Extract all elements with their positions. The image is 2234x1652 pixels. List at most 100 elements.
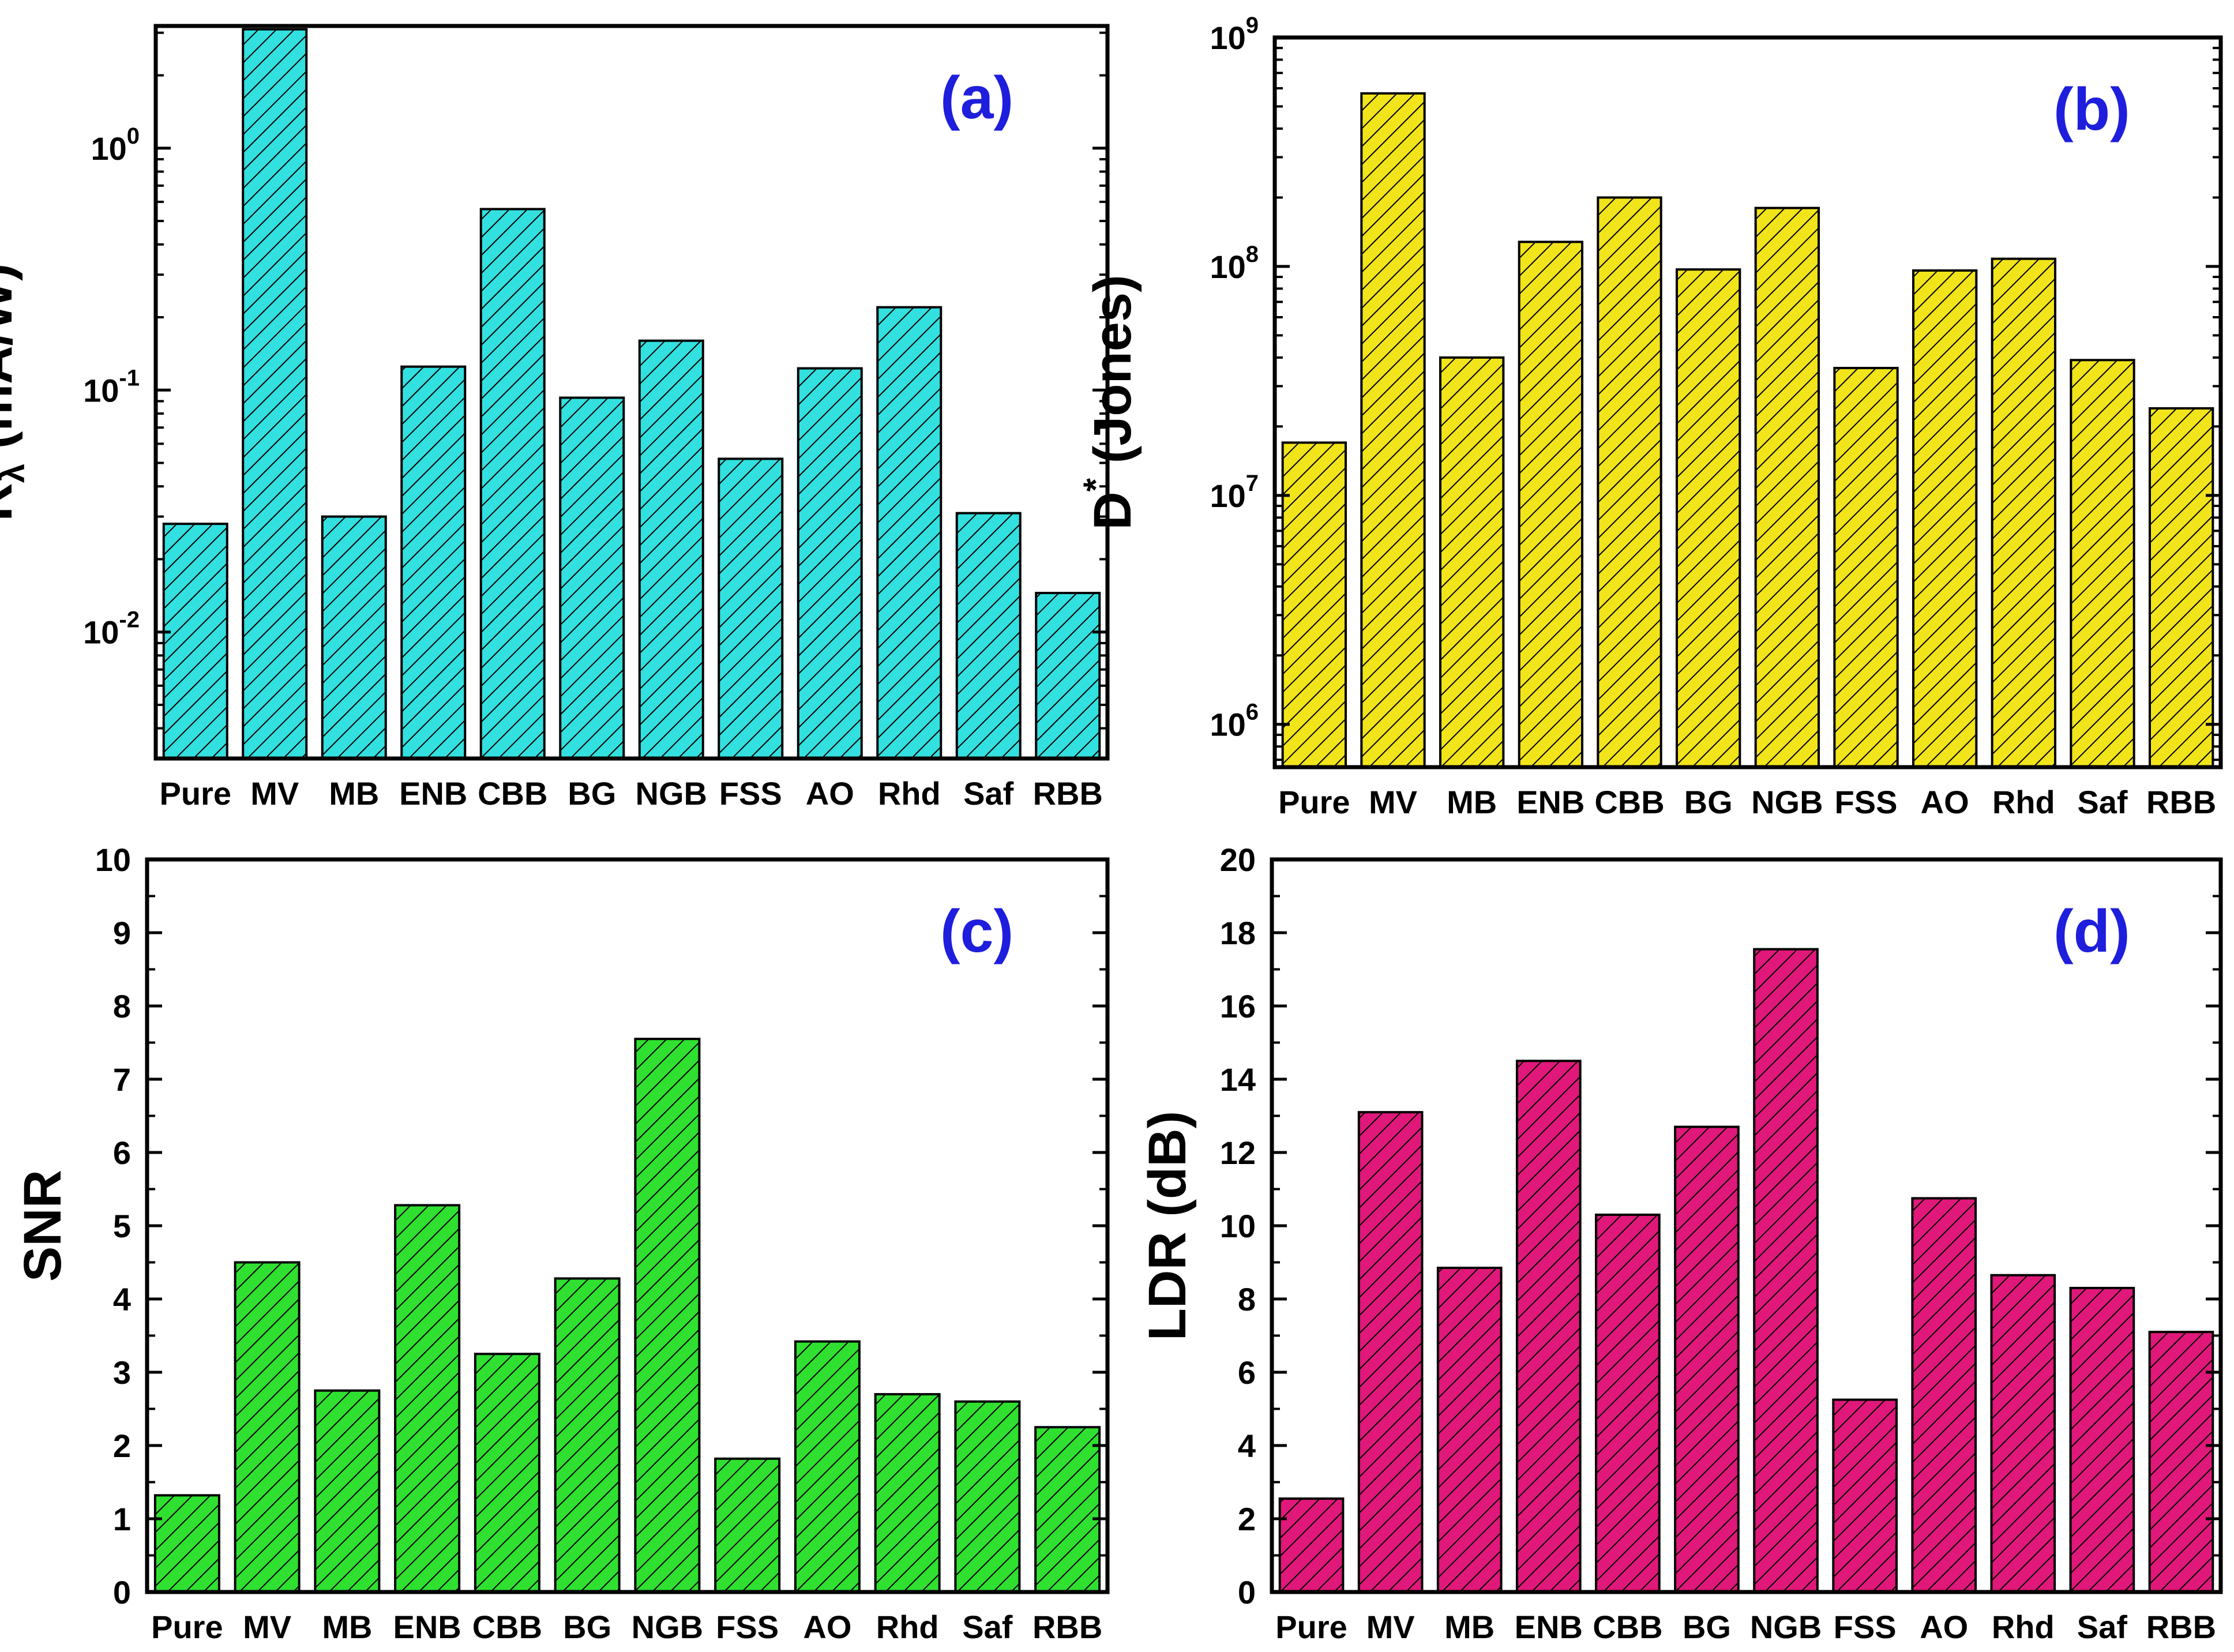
bar-d-Rhd: [1990, 1274, 2056, 1594]
y-tick-label: 12: [1220, 1135, 1256, 1171]
bar-d-Saf: [2069, 1286, 2135, 1593]
category-label: MB: [322, 1609, 372, 1645]
category-label: MV: [243, 1609, 291, 1645]
y-tick-label: 0: [1238, 1574, 1256, 1610]
category-label: ENB: [1516, 784, 1585, 820]
category-label: Pure: [1278, 784, 1350, 820]
category-label: AO: [1921, 784, 1969, 820]
y-axis-title: SNR: [13, 1170, 72, 1282]
bar-a-MV: [242, 28, 308, 760]
y-tick-label: 18: [1220, 915, 1256, 951]
bar-a-BG: [559, 396, 625, 760]
plot-frame: [1272, 35, 2223, 769]
bar-a-AO: [797, 367, 863, 760]
category-label: ENB: [399, 775, 467, 812]
y-tick-label: 6: [113, 1135, 131, 1171]
category-label: BG: [563, 1609, 611, 1645]
bar-b-MV: [1360, 92, 1426, 769]
bar-b-ENB: [1518, 241, 1584, 768]
category-label: RBB: [1033, 775, 1103, 812]
category-label: Rhd: [876, 1609, 939, 1645]
bar-c-BG: [554, 1277, 621, 1593]
bar-c-MV: [234, 1261, 301, 1593]
bar-b-Rhd: [1991, 257, 2057, 769]
y-tick-label: 10-2: [83, 607, 140, 651]
bar-a-MB: [321, 515, 387, 760]
category-label: MV: [1369, 784, 1417, 820]
category-label: Pure: [151, 1609, 223, 1645]
category-label: Pure: [160, 775, 232, 812]
category-label: NGB: [636, 775, 707, 812]
bar-a-RBB: [1035, 592, 1101, 760]
category-label: NGB: [1750, 1609, 1822, 1645]
category-label: RBB: [2146, 784, 2216, 820]
panel-d: Pure MV MB ENB CBB BG NGB FSS AO Rhd Saf RBB 0 2 4 6 8 10…: [1138, 842, 2223, 1645]
category-label: MV: [1366, 1609, 1415, 1645]
panel-tag: (a): [940, 65, 1013, 132]
category-label: CBB: [1594, 784, 1664, 820]
category-label: CBB: [478, 775, 547, 812]
bar-a-Saf: [955, 512, 1022, 760]
y-axis-title: D* (Jones): [1076, 275, 1142, 530]
bar-c-CBB: [474, 1353, 540, 1593]
bar-b-AO: [1912, 269, 1978, 769]
category-label: Saf: [962, 1609, 1012, 1645]
bar-b-Saf: [2070, 359, 2135, 768]
category-label: MV: [250, 775, 299, 812]
bar-d-CBB: [1595, 1213, 1661, 1593]
bar-b-MB: [1439, 356, 1505, 768]
category-label: BG: [1684, 784, 1733, 820]
bar-c-Rhd: [874, 1393, 941, 1594]
bar-b-Pure: [1281, 441, 1347, 768]
panel-c: Pure MV MB ENB CBB BG NGB FSS AO Rhd Saf RBB 0 1 2 3 4 5 6…: [13, 842, 1110, 1645]
y-tick-label: 16: [1220, 988, 1256, 1024]
category-label: Pure: [1275, 1609, 1347, 1645]
bar-b-CBB: [1597, 196, 1662, 768]
panel-tag: (b): [2053, 76, 2130, 143]
bar-d-Pure: [1278, 1497, 1345, 1593]
category-label: CBB: [1593, 1609, 1662, 1645]
bar-d-AO: [1911, 1197, 1977, 1593]
panel-tag: (c): [940, 898, 1013, 965]
category-label: MB: [329, 775, 379, 812]
category-label: Rhd: [1992, 784, 2055, 820]
y-tick-label: 4: [1238, 1428, 1256, 1464]
y-tick-label: 3: [113, 1354, 131, 1391]
category-label: MB: [1447, 784, 1497, 820]
bar-b-BG: [1676, 268, 1741, 768]
category-label: AO: [1920, 1609, 1968, 1645]
y-tick-label: 106: [1210, 700, 1259, 743]
bar-d-BG: [1674, 1125, 1740, 1594]
y-tick-label: 5: [113, 1208, 131, 1244]
category-label: AO: [803, 1609, 851, 1645]
y-tick-label: 8: [1238, 1281, 1256, 1317]
panel-tag: (d): [2053, 898, 2130, 965]
bar-c-Saf: [954, 1400, 1021, 1594]
category-label: Saf: [2077, 1609, 2127, 1645]
bar-a-Rhd: [876, 306, 943, 760]
y-tick-label: 108: [1210, 242, 1259, 285]
y-tick-label: 0: [113, 1574, 131, 1610]
category-label: FSS: [716, 1609, 779, 1645]
category-label: ENB: [1515, 1609, 1583, 1645]
plot-frame: [153, 24, 1110, 761]
y-tick-label: 2: [1238, 1501, 1256, 1537]
category-label: FSS: [719, 775, 782, 812]
bar-a-CBB: [479, 208, 546, 760]
y-tick-label: 6: [1238, 1354, 1256, 1391]
y-axis-title: LDR (dB): [1138, 1111, 1197, 1341]
bar-c-ENB: [394, 1204, 461, 1593]
bar-d-MB: [1436, 1267, 1503, 1593]
y-tick-label: 1: [113, 1501, 131, 1537]
bar-c-NGB: [634, 1038, 701, 1593]
bar-a-FSS: [718, 457, 784, 760]
y-tick-label: 9: [113, 915, 131, 951]
bar-d-RBB: [2148, 1331, 2214, 1593]
y-tick-label: 8: [113, 988, 131, 1024]
bar-d-ENB: [1515, 1060, 1582, 1593]
category-label: FSS: [1835, 784, 1898, 820]
category-label: BG: [568, 775, 616, 812]
y-tick-label: 10-1: [83, 365, 140, 408]
y-tick-label: 7: [113, 1061, 131, 1098]
